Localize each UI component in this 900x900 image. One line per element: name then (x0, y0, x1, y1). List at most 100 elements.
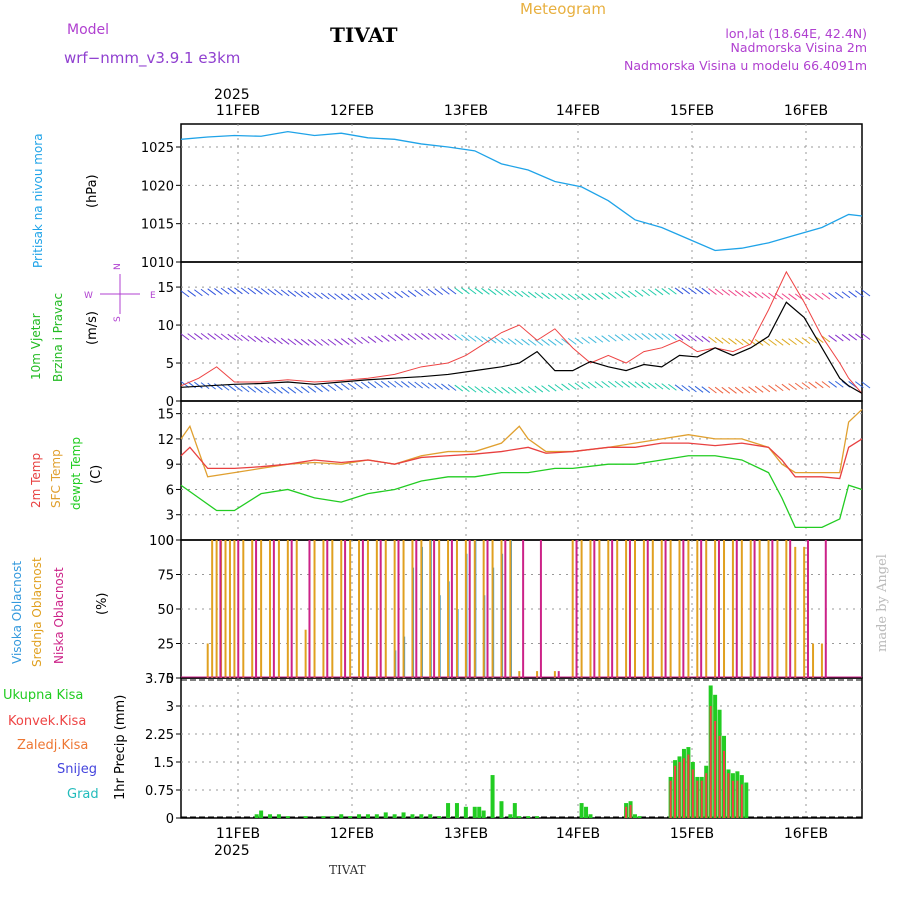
wind-barb (340, 338, 350, 345)
wind-barb (601, 292, 610, 300)
wind-barb (754, 385, 764, 393)
precip-convective-bar (718, 735, 721, 818)
legend-snow: Snijeg (57, 762, 97, 777)
wind-barb (554, 338, 564, 346)
wind-barb (414, 381, 423, 389)
wind-barb (821, 292, 831, 300)
precip-total-bar (454, 803, 459, 818)
y-tick-label: 0 (166, 534, 174, 549)
dewpt-line (180, 455, 863, 529)
wind-barb (587, 336, 597, 344)
wind-barb (861, 289, 871, 297)
wind-barb (721, 288, 731, 296)
wind-barb (554, 384, 564, 391)
wind-barb (514, 386, 524, 394)
wind-barb (254, 386, 263, 394)
wind-barb (407, 290, 417, 297)
model-label: Model (67, 22, 109, 38)
wind-barb (347, 382, 357, 390)
y-tick-label: 0 (166, 395, 174, 410)
wind-barb (574, 382, 584, 390)
wind-barb (334, 338, 343, 346)
top-date-label: 15FEB (670, 103, 714, 119)
precip-total-bar (401, 812, 406, 818)
wind-barb (768, 339, 777, 346)
wind-barb (267, 288, 277, 296)
wind-gust-line (180, 270, 863, 394)
panel-frame (180, 677, 863, 819)
wind-barb (714, 288, 724, 296)
wind-barb (581, 381, 590, 389)
wind-barb (681, 287, 691, 295)
precip-convective-bar (740, 784, 743, 818)
wind-barb (621, 333, 630, 341)
precip-total-bar (374, 814, 379, 818)
wind-barb (708, 336, 717, 344)
precip-unit: 1hr Precip (mm) (113, 695, 128, 800)
wind-barb (234, 384, 243, 392)
wind-barb (414, 289, 423, 297)
wind-barb (688, 287, 697, 295)
precip-total-bar (512, 803, 517, 818)
wind-barb (441, 287, 450, 295)
bottom-date-label: 15FEB (670, 826, 714, 842)
wind-barb (327, 292, 337, 300)
y-tick-label: 0 (166, 672, 174, 687)
wind-barb (254, 287, 263, 295)
meteogram-title: Meteogram (520, 0, 606, 18)
wind-barb (601, 381, 610, 388)
wind-barb (354, 337, 363, 345)
precip-total-bar (463, 806, 468, 818)
wind-barb (507, 338, 517, 345)
wind-barb (761, 292, 771, 299)
wind-barb (634, 381, 644, 389)
wind-barb (307, 291, 317, 299)
wind-barb (607, 380, 617, 388)
y-tick-label: 0 (166, 812, 174, 827)
wind-barb (454, 384, 464, 392)
bottom-date-label: 16FEB (784, 826, 828, 842)
wind-barb (360, 293, 370, 301)
precip-total-bar (446, 803, 451, 818)
wind-barb (714, 336, 724, 344)
wind-barb (300, 338, 310, 346)
wind-barb (180, 290, 190, 298)
wind-barb (634, 289, 644, 297)
wind-barb (581, 293, 590, 301)
top-date-label: 16FEB (784, 103, 828, 119)
wind-barb (648, 332, 657, 340)
wind-barb (521, 386, 530, 394)
precip-total-bar (259, 810, 264, 818)
wind-barb (267, 386, 277, 394)
wind-barb (501, 337, 510, 345)
wind-barb (194, 289, 203, 297)
year-top: 2025 (214, 87, 250, 103)
wind-barb (801, 382, 811, 390)
precip-convective-bar (678, 762, 681, 818)
wind-barb (828, 335, 837, 342)
wind-barb (841, 334, 851, 341)
wind-barb (768, 384, 777, 392)
wind-barb (274, 337, 283, 345)
temp-unit: (C) (89, 465, 104, 484)
precip-total-bar (419, 814, 424, 818)
wind-barb (821, 381, 831, 388)
wind-barb (541, 339, 550, 346)
wind-barb (474, 386, 484, 393)
wind-barb (240, 334, 250, 342)
wind-barb (180, 333, 190, 341)
y-tick-label: 50 (157, 603, 174, 618)
wind-barb (734, 338, 744, 346)
wind-barb (447, 384, 457, 391)
wind-barb (774, 292, 784, 300)
pressure-title: Pritisak na nivou mora (31, 133, 45, 268)
wind-barb (634, 333, 644, 341)
wind-barb (467, 334, 477, 342)
wind-barb (654, 382, 664, 390)
precip-total-bar (348, 816, 353, 818)
y-tick-label: 15 (157, 281, 174, 296)
wind-barb (734, 386, 744, 394)
wind-barb (507, 386, 517, 394)
wind-barb (527, 386, 537, 393)
wind-barb (567, 337, 577, 345)
